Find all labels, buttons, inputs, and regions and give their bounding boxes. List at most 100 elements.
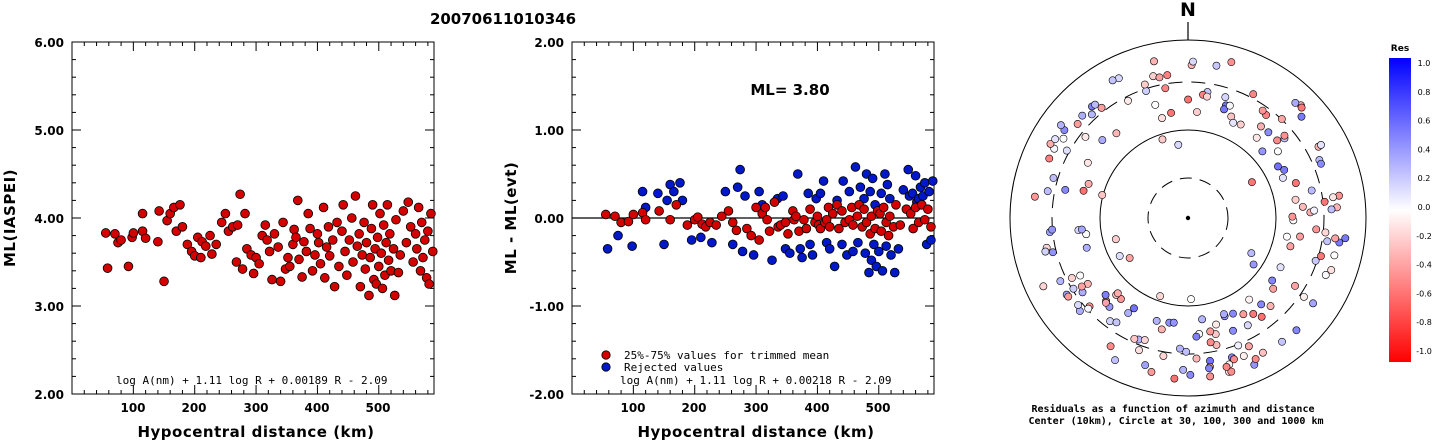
data-point [182,239,193,250]
station-residual-marker [1245,295,1254,304]
station-residual-marker [1140,336,1149,344]
station-residual-marker [1300,292,1308,301]
middle-ytick-label: -2.00 [529,388,564,402]
left-y-tick-labels: 6.00 5.00 4.00 3.00 2.00 [34,36,64,402]
station-residual-marker [1159,352,1168,360]
station-residual-marker [1331,234,1340,243]
station-residual-marker [1280,131,1289,140]
station-residual-marker [1317,141,1325,149]
colorbar-tick-label: 0.6 [1418,117,1431,126]
left-xtick-label: 400 [304,401,329,415]
accepted-point [876,226,887,237]
data-point [342,270,352,281]
station-residual-marker [1329,193,1337,202]
accepted-point [783,229,793,239]
data-point [159,276,169,287]
station-residual-marker [1257,300,1266,309]
data-point [412,244,422,254]
rejected-point [824,244,835,254]
rejected-point [903,164,914,175]
station-residual-marker [1141,361,1150,370]
rejected-point [927,176,938,186]
legend-label-accepted: 25%-75% values for trimmed mean [624,349,829,362]
rejected-point [844,186,855,197]
station-residual-marker [1283,232,1291,241]
left-formula: log A(nm) + 1.11 log R + 0.00189 R - 2.0… [116,374,388,387]
station-residual-marker [1150,57,1158,66]
middle-xtick-label: 100 [620,401,645,415]
accepted-point [640,214,651,225]
data-point [312,229,323,239]
station-residual-marker [1230,355,1238,364]
station-residual-marker [1297,103,1306,112]
middle-ytick-label: -1.00 [529,300,564,314]
accepted-point [711,220,721,230]
station-residual-marker [1317,252,1325,261]
middle-xtick-label: 500 [865,401,890,415]
accepted-point [848,220,858,230]
accepted-point [852,211,863,222]
station-residual-marker [1273,136,1282,145]
station-residual-marker [1279,173,1287,182]
data-point [403,197,414,207]
accepted-point [754,235,764,245]
data-point [128,228,139,238]
station-residual-marker [1286,242,1295,251]
station-residual-marker [1206,338,1215,347]
data-point [240,208,250,219]
station-residual-marker [1084,304,1093,313]
data-point [377,283,388,294]
accepted-point [866,211,877,222]
legend-label-rejected: Rejected values [624,361,723,374]
data-point [354,229,364,239]
data-point [410,229,421,239]
data-point [110,229,120,239]
rejected-point [659,239,669,250]
station-residual-marker [1309,299,1317,308]
left-x-tick-labels: 100 200 300 400 500 [120,401,390,415]
rejected-point [805,239,815,250]
data-point [177,222,188,232]
polar-caption-line1: Residuals as a function of azimuth and d… [1032,403,1315,415]
rejected-point [815,188,826,199]
station-residual-marker [1175,344,1184,353]
data-point [294,254,304,265]
data-point [301,246,312,257]
rejected-point [910,170,921,181]
station-residual-marker [1288,212,1297,221]
station-residual-marker [1317,159,1325,168]
accepted-point [859,204,869,215]
accepted-point [727,217,738,228]
data-point [391,214,401,225]
data-point [283,252,293,263]
station-residual-marker [1149,72,1158,81]
data-point [200,241,211,251]
data-point [327,235,338,245]
station-residual-marker [1051,135,1060,144]
station-residual-marker [1229,118,1238,127]
station-residual-marker [1056,277,1065,286]
north-label: N [1180,0,1196,21]
rejected-point [653,188,663,199]
station-residual-marker [1111,356,1119,365]
data-point [388,244,399,254]
accepted-point [799,214,809,225]
station-residual-marker [1167,108,1175,117]
rejected-point [848,246,858,257]
rejected-point [873,246,884,257]
rejected-point [864,267,874,278]
station-residual-marker [1106,342,1115,351]
station-residual-marker [1212,61,1221,70]
accepted-point [682,220,693,230]
rejected-point [889,267,900,278]
station-residual-marker [1046,139,1055,148]
data-point [393,267,404,278]
accepted-point [805,204,815,215]
left-ytick-label: 3.00 [34,300,64,314]
station-residual-marker [1307,186,1316,195]
station-residual-marker [1077,225,1086,234]
station-residual-marker [1084,179,1093,188]
middle-xtick-label: 400 [804,401,829,415]
data-point [423,226,433,237]
accepted-point [654,206,664,216]
